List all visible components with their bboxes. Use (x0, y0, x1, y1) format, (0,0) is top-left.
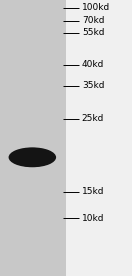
Ellipse shape (29, 156, 36, 159)
Ellipse shape (25, 154, 39, 160)
Ellipse shape (18, 151, 47, 163)
Ellipse shape (13, 149, 51, 165)
Ellipse shape (16, 150, 49, 164)
Ellipse shape (9, 147, 56, 167)
Ellipse shape (26, 155, 38, 160)
Ellipse shape (31, 157, 34, 158)
Text: 10kd: 10kd (82, 214, 104, 222)
Bar (66, 0, 132, 276)
Ellipse shape (23, 153, 42, 161)
Text: 15kd: 15kd (82, 187, 104, 196)
Ellipse shape (24, 154, 41, 161)
Ellipse shape (22, 153, 43, 162)
Ellipse shape (28, 155, 37, 159)
Ellipse shape (20, 152, 44, 162)
Ellipse shape (11, 148, 54, 166)
Ellipse shape (19, 152, 45, 163)
Text: 40kd: 40kd (82, 60, 104, 69)
Bar (0, 0, 66, 276)
Text: 70kd: 70kd (82, 16, 104, 25)
Text: 35kd: 35kd (82, 81, 104, 90)
Text: 55kd: 55kd (82, 28, 104, 37)
Text: 100kd: 100kd (82, 3, 110, 12)
Ellipse shape (30, 156, 35, 158)
Text: 25kd: 25kd (82, 114, 104, 123)
Ellipse shape (17, 151, 48, 164)
Ellipse shape (10, 148, 55, 167)
Ellipse shape (15, 150, 50, 165)
Ellipse shape (12, 149, 53, 166)
